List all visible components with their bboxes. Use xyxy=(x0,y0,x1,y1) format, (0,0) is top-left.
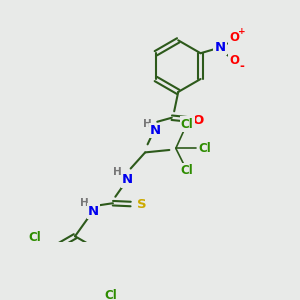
Text: -: - xyxy=(239,60,244,74)
Text: H: H xyxy=(80,198,88,208)
Text: N: N xyxy=(88,205,99,218)
Text: O: O xyxy=(192,115,203,128)
Text: Cl: Cl xyxy=(104,290,117,300)
Text: Cl: Cl xyxy=(28,231,41,244)
Text: H: H xyxy=(143,119,152,129)
Text: O: O xyxy=(230,54,239,67)
Text: Cl: Cl xyxy=(181,164,194,177)
Text: N: N xyxy=(150,124,161,137)
Text: S: S xyxy=(137,198,147,211)
Text: N: N xyxy=(122,173,133,186)
Text: Cl: Cl xyxy=(181,118,194,131)
Text: Cl: Cl xyxy=(199,142,211,155)
Text: +: + xyxy=(238,27,245,36)
Text: H: H xyxy=(113,167,122,177)
Text: O: O xyxy=(230,32,239,44)
Text: N: N xyxy=(214,41,226,54)
